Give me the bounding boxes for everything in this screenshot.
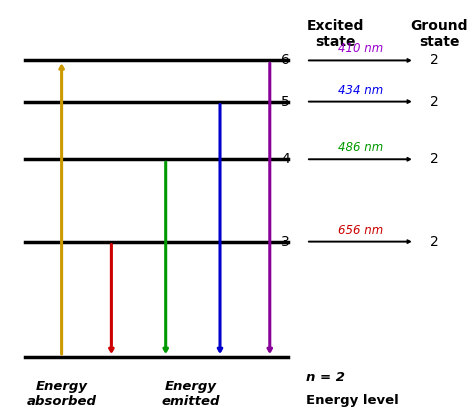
Text: 2: 2 xyxy=(430,152,439,166)
Text: 656 nm: 656 nm xyxy=(337,224,383,237)
Text: 4: 4 xyxy=(282,152,290,166)
Text: Energy
absorbed: Energy absorbed xyxy=(27,380,97,408)
Text: n = 2: n = 2 xyxy=(306,371,345,384)
Text: 486 nm: 486 nm xyxy=(337,141,383,154)
Text: 3: 3 xyxy=(282,234,290,249)
Text: 2: 2 xyxy=(430,234,439,249)
Text: 2: 2 xyxy=(430,54,439,67)
Text: 410 nm: 410 nm xyxy=(337,43,383,56)
Text: 2: 2 xyxy=(430,94,439,109)
Text: 5: 5 xyxy=(282,94,290,109)
Text: 434 nm: 434 nm xyxy=(337,84,383,97)
Text: Excited
state: Excited state xyxy=(307,19,364,49)
Text: Energy level: Energy level xyxy=(306,394,399,407)
Text: Energy
emitted: Energy emitted xyxy=(161,380,220,408)
Text: 6: 6 xyxy=(281,54,290,67)
Text: Ground
state: Ground state xyxy=(411,19,468,49)
